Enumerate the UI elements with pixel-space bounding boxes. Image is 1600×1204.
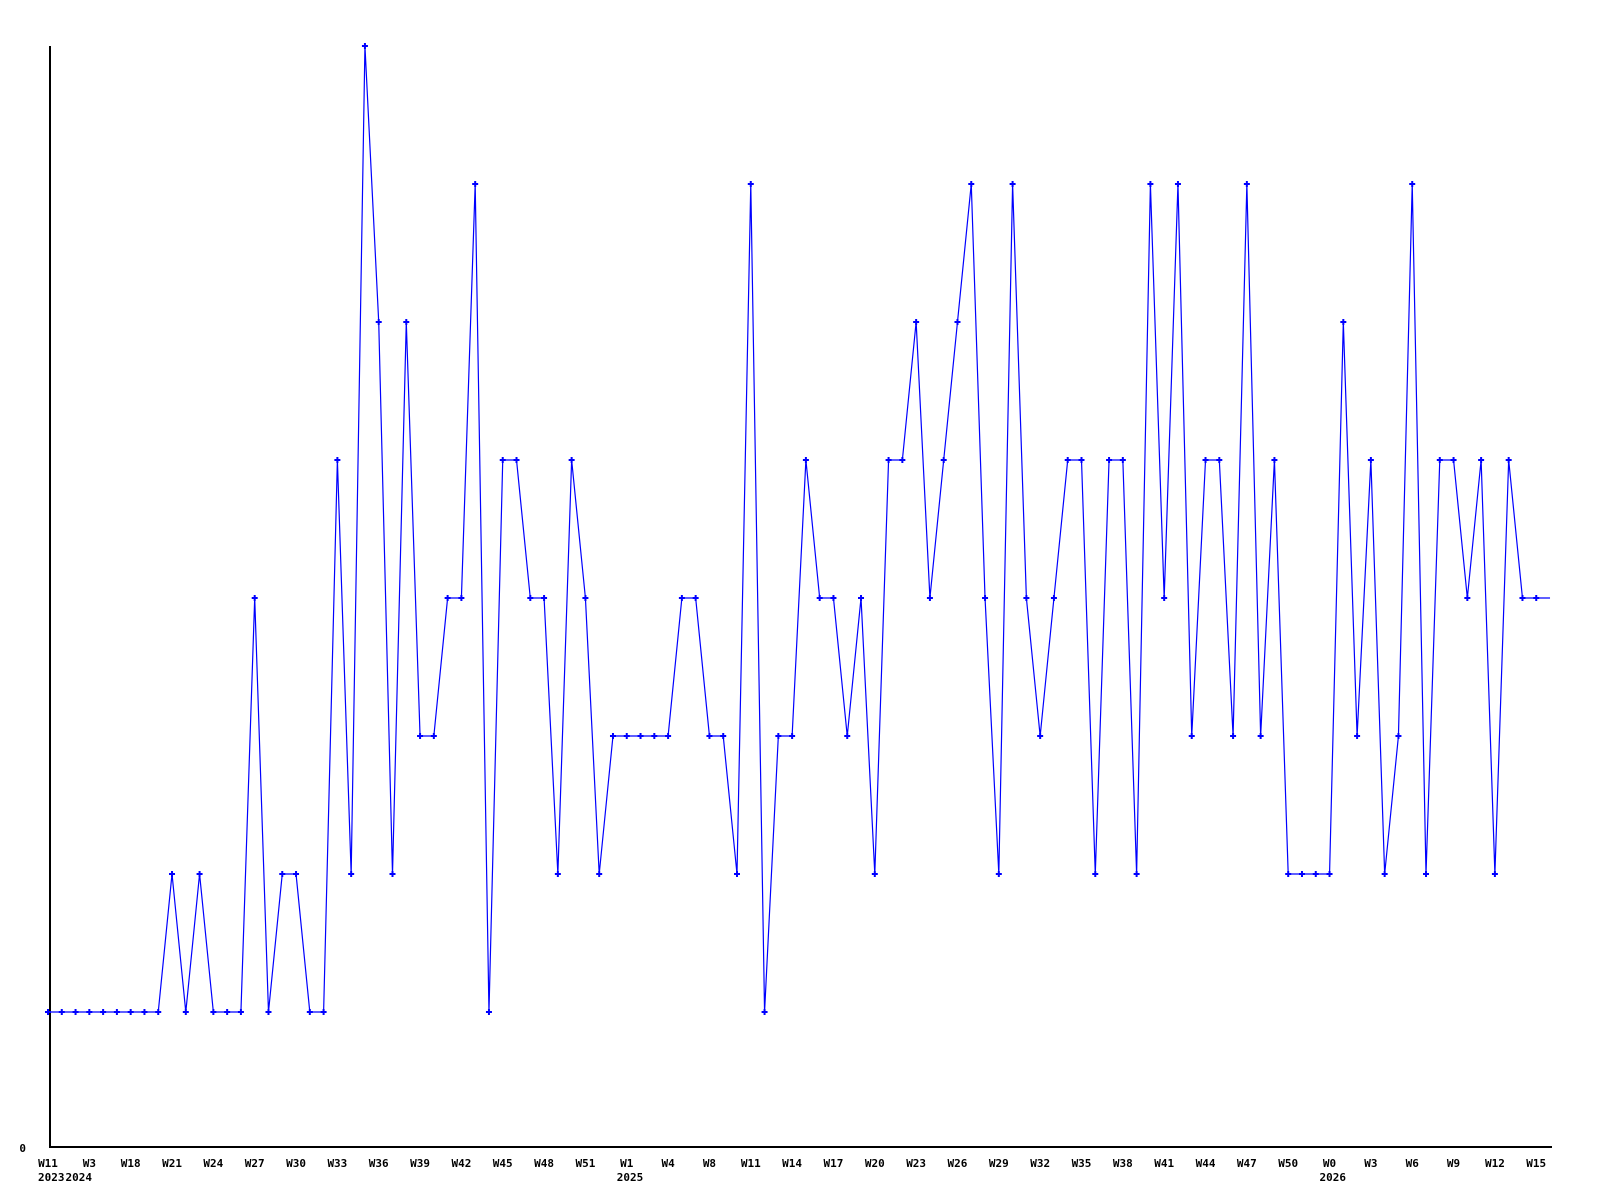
x-tick-label: W12 xyxy=(1485,1157,1505,1170)
x-tick-label: W14 xyxy=(782,1157,802,1170)
x-tick-label: W33 xyxy=(327,1157,347,1170)
x-tick-label: W11 xyxy=(38,1157,58,1170)
x-tick-label: W45 xyxy=(493,1157,513,1170)
x-tick-label: W32 xyxy=(1030,1157,1050,1170)
x-tick-label: W42 xyxy=(451,1157,471,1170)
y-zero-label: 0 xyxy=(19,1142,26,1155)
x-tick-label: W35 xyxy=(1072,1157,1092,1170)
x-tick-label: W36 xyxy=(369,1157,389,1170)
x-tick-label: W1 xyxy=(620,1157,634,1170)
x-tick-label: W15 xyxy=(1526,1157,1546,1170)
x-tick-label: W44 xyxy=(1196,1157,1216,1170)
x-tick-label: W18 xyxy=(121,1157,141,1170)
x-tick-label: W38 xyxy=(1113,1157,1133,1170)
data-line xyxy=(48,45,1551,1013)
year-label: 2023 xyxy=(38,1171,65,1184)
x-tick-label: W39 xyxy=(410,1157,430,1170)
x-tick-label: W0 xyxy=(1323,1157,1336,1170)
x-tick-label: W17 xyxy=(824,1157,844,1170)
x-tick-label: W51 xyxy=(575,1157,595,1170)
x-tick-label: W48 xyxy=(534,1157,554,1170)
x-tick-label: W9 xyxy=(1447,1157,1460,1170)
year-label: 2025 xyxy=(617,1171,644,1184)
x-tick-label: W20 xyxy=(865,1157,885,1170)
data-point-markers xyxy=(45,43,1540,1015)
x-tick-label: W8 xyxy=(703,1157,716,1170)
x-tick-label: W6 xyxy=(1406,1157,1420,1170)
x-tick-label: W4 xyxy=(661,1157,675,1170)
x-tick-label: W30 xyxy=(286,1157,306,1170)
x-tick-label: W3 xyxy=(1364,1157,1377,1170)
year-label: 2026 xyxy=(1320,1171,1347,1184)
x-tick-label: W11 xyxy=(741,1157,761,1170)
x-tick-label: W3 xyxy=(83,1157,96,1170)
x-tick-label: W24 xyxy=(203,1157,223,1170)
x-tick-label: W21 xyxy=(162,1157,182,1170)
x-tick-label: W50 xyxy=(1278,1157,1298,1170)
year-label: 2024 xyxy=(66,1171,93,1184)
x-tick-label: W26 xyxy=(948,1157,968,1170)
x-tick-label: W41 xyxy=(1154,1157,1174,1170)
x-tick-label: W27 xyxy=(245,1157,265,1170)
x-tick-label: W47 xyxy=(1237,1157,1257,1170)
x-tick-label: W29 xyxy=(989,1157,1009,1170)
x-tick-label: W23 xyxy=(906,1157,926,1170)
